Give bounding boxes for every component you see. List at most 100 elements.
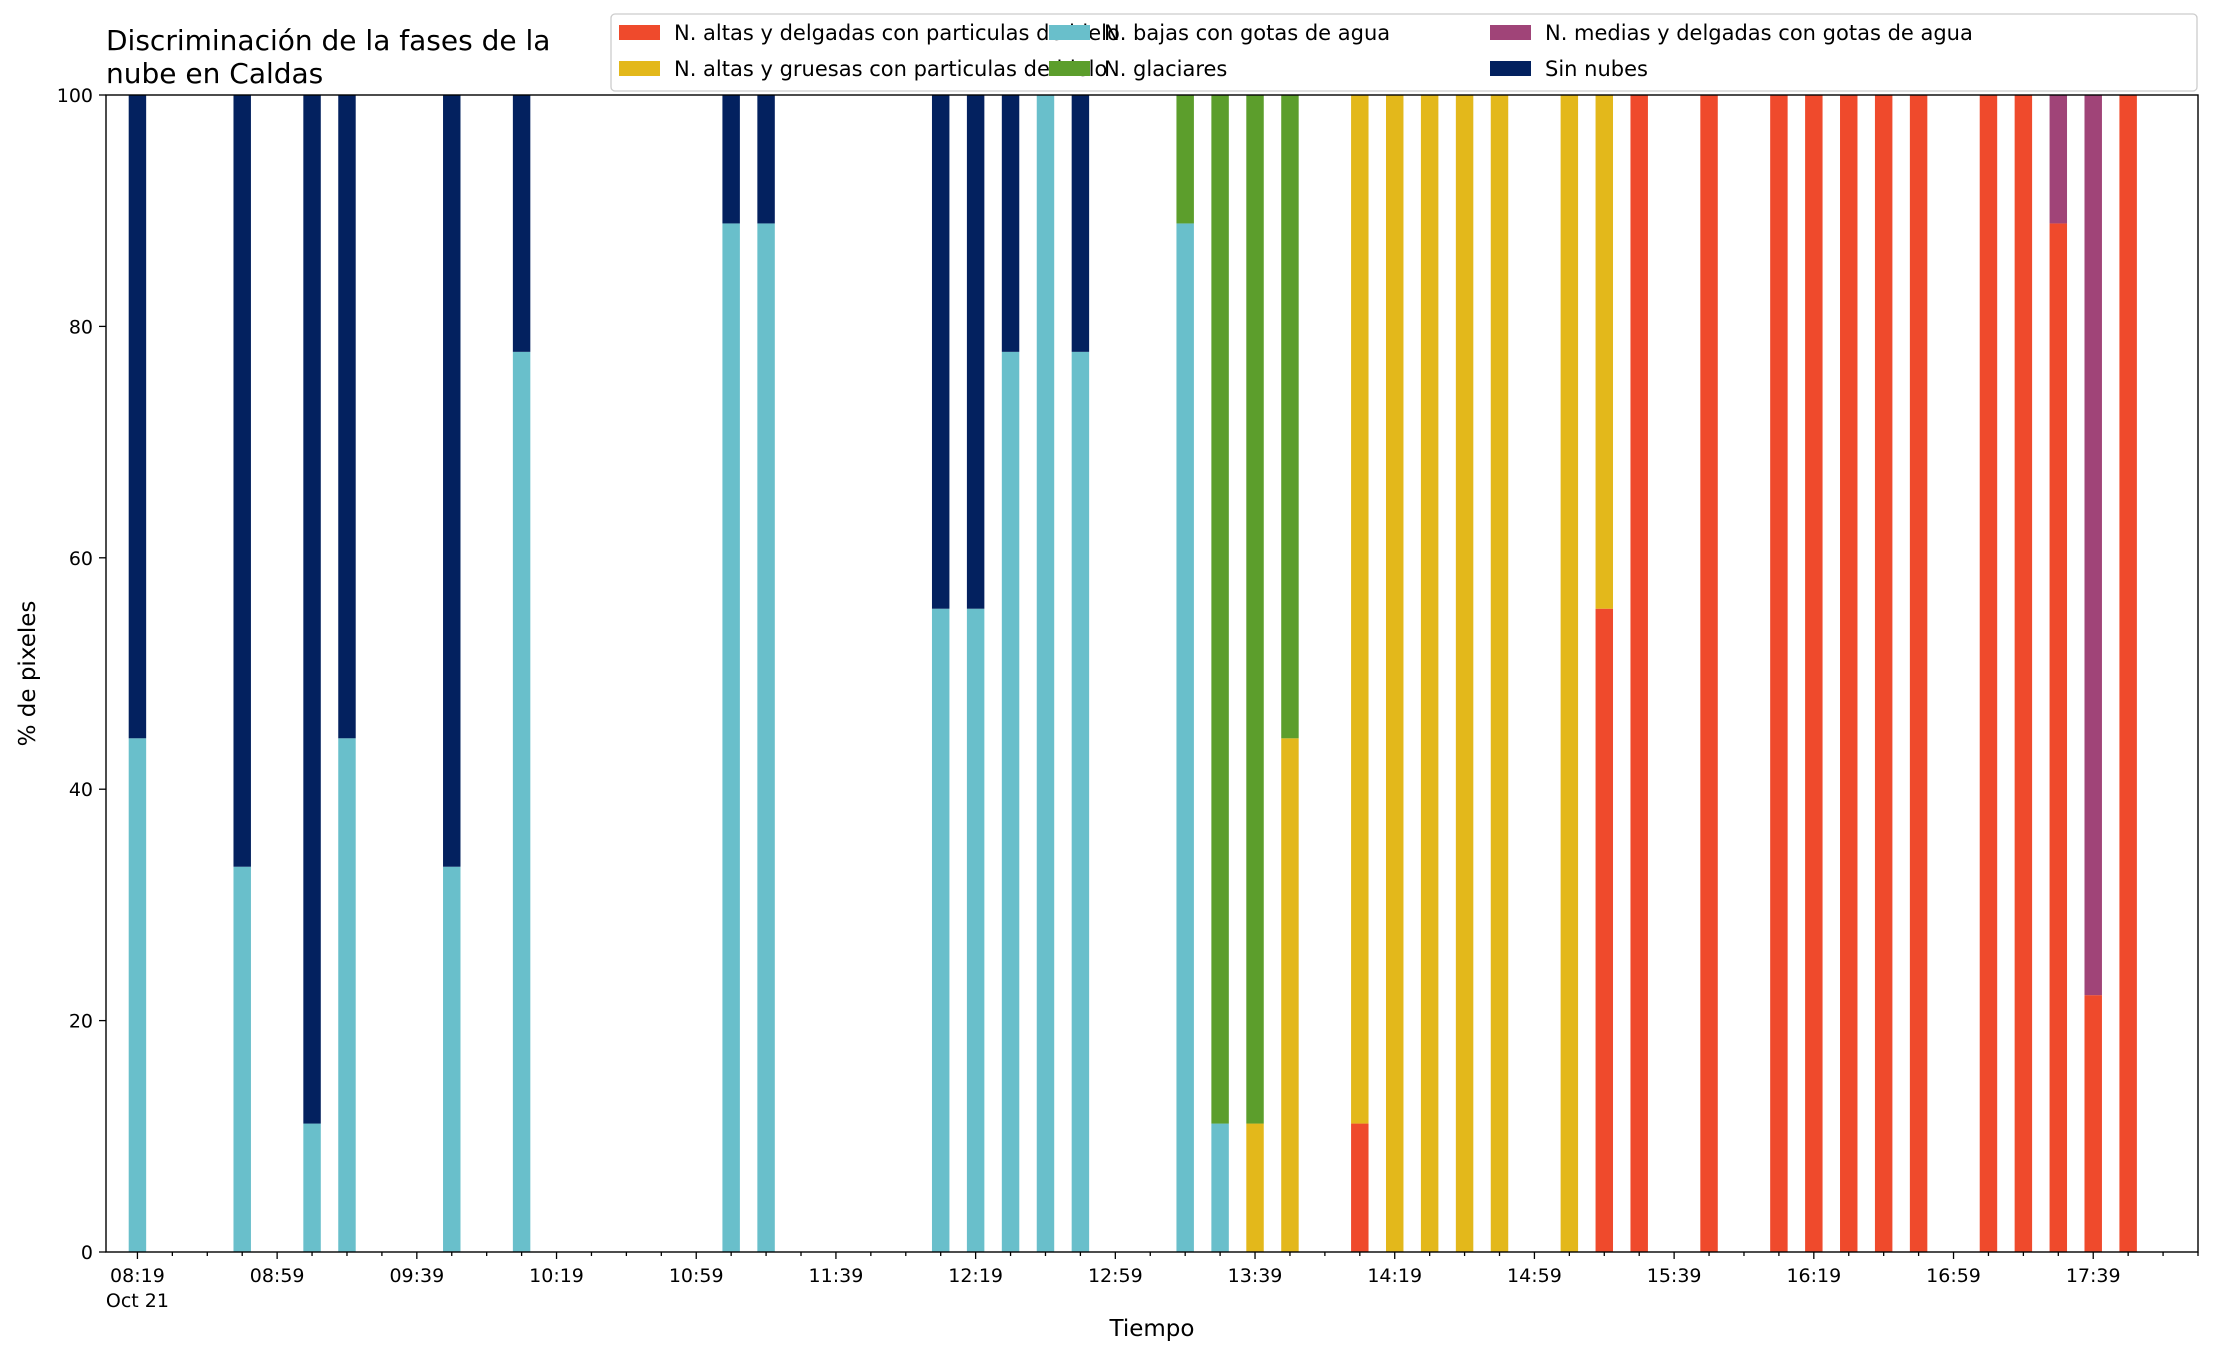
bar-segment-clear <box>757 95 775 224</box>
bar-segment-low_water <box>722 223 740 1253</box>
bar-segment-low_water <box>931 608 950 1252</box>
bar-segment-glacier <box>1211 95 1229 1124</box>
legend-label-mid_water: N. medias y delgadas con gotas de agua <box>1545 21 1973 45</box>
bar-segment-clear <box>722 95 740 224</box>
x-tick-label: 14:19 <box>1367 1265 1422 1287</box>
legend-label-thick_ice: N. altas y gruesas con particulas de hie… <box>674 57 1107 81</box>
bar-segment-thick_ice <box>1386 95 1404 1252</box>
bar-segment-low_water <box>1211 1123 1229 1252</box>
x-tick-label: 14:59 <box>1507 1265 1562 1287</box>
bar-segment-low_water <box>1071 351 1090 1253</box>
y-tick-label: 20 <box>69 1011 93 1033</box>
chart-title-line: Discriminación de la fases de la <box>106 24 550 57</box>
bar-segment-glacier <box>1176 95 1194 224</box>
bar-segment-low_water <box>512 351 531 1253</box>
legend-label-thin_ice: N. altas y delgadas con particulas de hi… <box>674 21 1120 45</box>
bar-segment-thin_ice <box>1805 95 1823 1252</box>
bar-segment-clear <box>931 95 950 609</box>
legend-swatch-low_water <box>1049 25 1090 40</box>
bar-segment-clear <box>1001 95 1020 352</box>
bar-segment-low_water <box>1036 95 1055 1252</box>
bar-segment-thin_ice <box>1874 95 1893 1252</box>
bar-segment-low_water <box>757 223 775 1253</box>
bar-segment-thin_ice <box>1700 95 1718 1252</box>
bar-segment-thick_ice <box>1455 95 1474 1252</box>
bar-segment-thick_ice <box>1560 95 1579 1252</box>
bar-segment-clear <box>233 95 251 867</box>
x-tick-label: 10:19 <box>529 1265 584 1287</box>
bar-segment-clear <box>128 95 147 739</box>
bar-segment-thin_ice <box>1840 95 1858 1252</box>
bar-segment-mid_water <box>2049 95 2068 224</box>
bar-segment-thick_ice <box>1246 1123 1264 1252</box>
bar-segment-thin_ice <box>1351 1123 1369 1252</box>
legend-swatch-clear <box>1490 61 1531 76</box>
y-tick-label: 80 <box>69 316 93 338</box>
chart-title-line: nube en Caldas <box>106 57 323 90</box>
x-tick-label: 08:19 <box>110 1265 165 1287</box>
legend-label-low_water: N. bajas con gotas de agua <box>1104 21 1390 45</box>
x-tick-label: 10:59 <box>669 1265 724 1287</box>
bar-segment-low_water <box>1176 223 1194 1253</box>
bar-segment-clear <box>512 95 531 352</box>
y-tick-label: 0 <box>81 1242 93 1264</box>
legend-swatch-thick_ice <box>619 61 660 76</box>
bar-segment-low_water <box>233 866 251 1252</box>
bar-segment-glacier <box>1246 95 1264 1124</box>
y-tick-label: 60 <box>69 548 93 570</box>
bar-segment-thick_ice <box>1351 95 1369 1124</box>
bar-segment-thick_ice <box>1420 95 1439 1252</box>
bar-segment-thin_ice <box>1979 95 1998 1252</box>
x-tick-label: 11:39 <box>809 1265 864 1287</box>
bar-segment-thin_ice <box>2119 95 2137 1252</box>
x-axis: 08:19 08:59 09:39 10:19 10:59 11:39 12:19 12:59… <box>106 1252 2199 1312</box>
bar-segment-thick_ice <box>1595 95 1614 609</box>
bar-segment-low_water <box>128 738 147 1252</box>
legend-swatch-glacier <box>1049 61 1090 76</box>
x-tick-label: 16:59 <box>1926 1265 1981 1287</box>
bar-segment-thin_ice <box>1909 95 1928 1252</box>
legend-label-clear: Sin nubes <box>1545 57 1648 81</box>
bar-segment-mid_water <box>2084 95 2102 996</box>
bar-segment-low_water <box>443 866 461 1252</box>
bars-layer <box>128 95 2137 1253</box>
bar-segment-clear <box>443 95 461 867</box>
y-axis-label: % de pixeles <box>15 601 41 747</box>
bar-segment-thin_ice <box>1770 95 1788 1252</box>
bar-segment-low_water <box>303 1123 321 1252</box>
x-tick-label: 09:39 <box>389 1265 444 1287</box>
legend-swatch-mid_water <box>1490 25 1531 40</box>
bar-segment-thin_ice <box>2084 995 2102 1252</box>
legend-label-glacier: N. glaciares <box>1104 57 1227 81</box>
x-tick-label: 17:39 <box>2066 1265 2121 1287</box>
bar-segment-clear <box>303 95 321 1124</box>
x-tick-label: 08:59 <box>250 1265 305 1287</box>
y-tick-label: 100 <box>57 85 93 107</box>
bar-segment-low_water <box>966 608 985 1252</box>
x-tick-label: 13:39 <box>1228 1265 1283 1287</box>
bar-segment-clear <box>1071 95 1090 352</box>
bar-segment-clear <box>966 95 985 609</box>
legend-swatch-thin_ice <box>619 25 660 40</box>
plot-frame <box>105 94 2199 1253</box>
legend: N. altas y delgadas con particulas de hi… <box>610 13 2198 92</box>
x-axis-label: Tiempo <box>1109 1316 1195 1342</box>
x-date-label: Oct 21 <box>106 1290 169 1312</box>
bar-segment-thick_ice <box>1281 738 1299 1252</box>
bar-segment-thin_ice <box>2014 95 2033 1252</box>
x-tick-label: 12:19 <box>948 1265 1003 1287</box>
bar-segment-glacier <box>1281 95 1299 739</box>
bar-segment-low_water <box>338 738 356 1252</box>
legend-frame <box>610 13 2198 92</box>
x-tick-label: 16:19 <box>1786 1265 1841 1287</box>
x-tick-label: 15:39 <box>1647 1265 1702 1287</box>
bar-segment-thin_ice <box>1630 95 1648 1252</box>
bar-segment-thin_ice <box>1595 608 1614 1252</box>
bar-segment-clear <box>338 95 356 739</box>
bar-segment-thin_ice <box>2049 223 2068 1253</box>
bar-segment-low_water <box>1001 351 1020 1253</box>
y-axis: 0 20 40 60 80 100 <box>57 85 106 1264</box>
y-tick-label: 40 <box>69 779 93 801</box>
